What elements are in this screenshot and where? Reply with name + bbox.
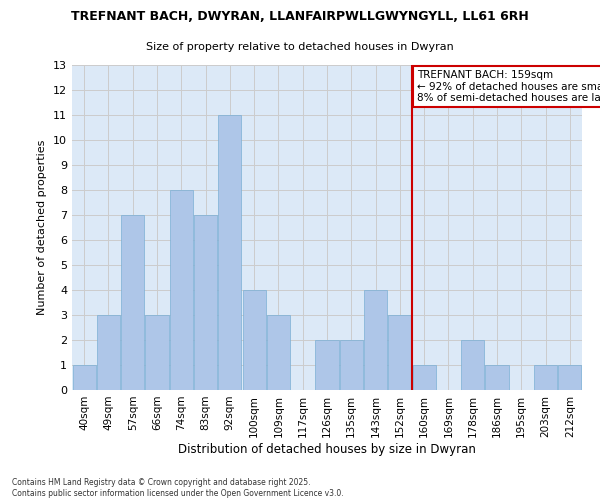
Bar bbox=[485, 365, 509, 390]
X-axis label: Distribution of detached houses by size in Dwyran: Distribution of detached houses by size … bbox=[178, 442, 476, 456]
Bar bbox=[388, 315, 412, 390]
Bar bbox=[170, 190, 193, 390]
Bar bbox=[242, 290, 266, 390]
Bar bbox=[194, 215, 217, 390]
Bar bbox=[559, 365, 581, 390]
Bar bbox=[218, 115, 241, 390]
Text: Contains HM Land Registry data © Crown copyright and database right 2025.
Contai: Contains HM Land Registry data © Crown c… bbox=[12, 478, 344, 498]
Bar bbox=[267, 315, 290, 390]
Bar bbox=[316, 340, 338, 390]
Text: TREFNANT BACH: 159sqm
← 92% of detached houses are smaller (60)
8% of semi-detac: TREFNANT BACH: 159sqm ← 92% of detached … bbox=[417, 70, 600, 103]
Bar bbox=[364, 290, 387, 390]
Bar bbox=[461, 340, 484, 390]
Bar bbox=[121, 215, 144, 390]
Text: TREFNANT BACH, DWYRAN, LLANFAIRPWLLGWYNGYLL, LL61 6RH: TREFNANT BACH, DWYRAN, LLANFAIRPWLLGWYNG… bbox=[71, 10, 529, 23]
Text: Size of property relative to detached houses in Dwyran: Size of property relative to detached ho… bbox=[146, 42, 454, 52]
Bar bbox=[413, 365, 436, 390]
Bar bbox=[73, 365, 95, 390]
Y-axis label: Number of detached properties: Number of detached properties bbox=[37, 140, 47, 315]
Bar bbox=[534, 365, 557, 390]
Bar bbox=[145, 315, 169, 390]
Bar bbox=[340, 340, 363, 390]
Bar bbox=[97, 315, 120, 390]
